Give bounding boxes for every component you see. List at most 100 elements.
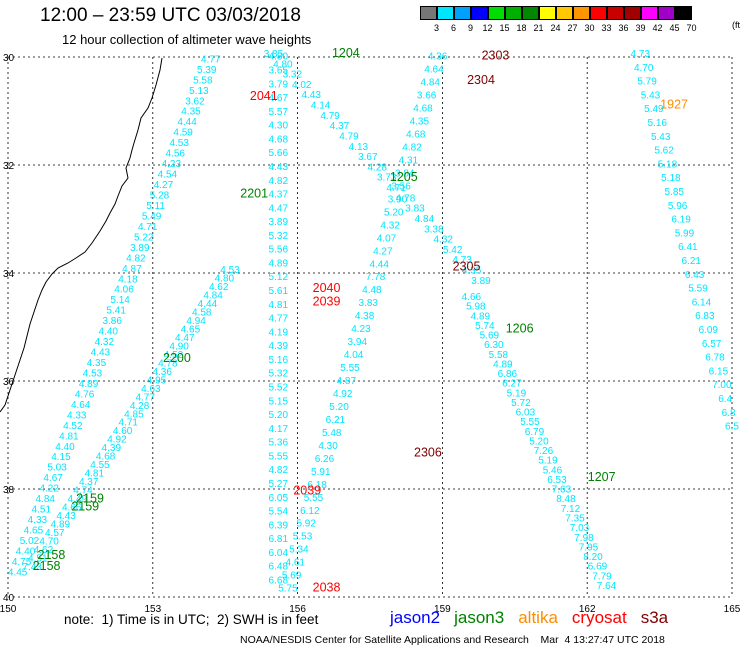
wave-height-value: 4.54 — [158, 170, 178, 181]
pass-time-label: 2304 — [467, 73, 495, 87]
wave-height-value: 5.55 — [269, 451, 289, 462]
wave-height-value: 4.51 — [28, 554, 48, 565]
wave-height-value: 7.79 — [592, 571, 612, 582]
wave-height-value: 5.18 — [661, 173, 681, 184]
color-swatch — [488, 6, 505, 20]
color-swatch — [641, 6, 658, 20]
wave-height-value: 3.86 — [102, 316, 122, 327]
wave-height-value: 5.12 — [269, 272, 289, 283]
wave-height-value: 4.30 — [269, 121, 289, 132]
satellite-legend-jason2: jason2 — [390, 608, 441, 627]
wave-height-value: 5.20 — [384, 207, 404, 218]
wave-height-value: 5.85 — [665, 187, 685, 198]
pass-time-label: 2039 — [313, 294, 341, 308]
wave-height-value: 7.43 — [22, 562, 42, 573]
wave-height-value: 5.56 — [269, 245, 289, 256]
wave-height-value: 4.39 — [102, 443, 122, 454]
wave-height-value: 4.81 — [59, 431, 79, 442]
wave-height-value: 6.27 — [502, 379, 522, 390]
wave-height-value: 7.35 — [565, 513, 585, 524]
pass-time-label: 2040 — [313, 281, 341, 295]
wave-height-value: 3.79 — [269, 79, 289, 90]
color-swatch — [675, 6, 692, 20]
wave-height-value: 3.38 — [424, 224, 444, 235]
wave-height-value: 5.19 — [538, 456, 558, 467]
wave-height-value: 4.40 — [99, 327, 119, 338]
pass-time-labels: 1204 230323041927204122011205230520402039… — [33, 46, 688, 595]
color-scale-label: 18 — [516, 23, 527, 33]
wave-height-value: 3.94 — [348, 337, 368, 348]
wave-height-value: 6.05 — [269, 493, 289, 504]
wave-height-value: 6.4 — [718, 394, 732, 405]
color-swatch — [556, 6, 573, 20]
color-scale-label: 70 — [686, 23, 697, 33]
wave-height-value: 4.35 — [462, 265, 482, 276]
pass-time-label: 1205 — [390, 170, 418, 184]
wave-height-value: 4.75 — [12, 557, 32, 568]
wave-height-value: 5.96 — [668, 201, 688, 212]
wave-height-value: 3.89 — [130, 243, 150, 254]
wave-height-value: 4.87 — [122, 264, 142, 275]
wave-height-value: 5.20 — [329, 402, 349, 413]
wave-height-value: 5.16 — [648, 118, 668, 129]
satellite-legend-cryosat: cryosat — [571, 608, 627, 627]
pass-time-label: 2305 — [453, 259, 481, 273]
wave-height-value: 6.04 — [269, 548, 289, 559]
wave-height-value: 4.74 — [73, 486, 93, 497]
wave-height-value: 4.62 — [34, 545, 54, 556]
wave-height-value: 5.55 — [520, 417, 540, 428]
color-swatch — [590, 6, 607, 20]
wave-height-value: 4.77 — [135, 392, 155, 403]
wave-height-value: 5.15 — [269, 396, 289, 407]
wave-height-value: 4.89 — [471, 311, 491, 322]
wave-height-value: 4.78 — [396, 193, 416, 204]
color-scale-label: 3 — [433, 23, 439, 33]
pass-time-label: 2158 — [38, 548, 66, 562]
australia-coastline — [0, 57, 163, 413]
wave-height-value: 5.92 — [296, 519, 316, 530]
wave-height-value: 4.64 — [424, 65, 444, 76]
wave-height-value: 4.44 — [177, 117, 197, 128]
wave-height-value: 5.61 — [269, 286, 289, 297]
wave-height-value: 4.35 — [87, 358, 107, 369]
wave-height-value: 6.12 — [300, 506, 320, 517]
wave-height-value: 4.62 — [209, 282, 229, 293]
wave-height-value: 5.11 — [146, 201, 165, 212]
wave-height-value: 4.67 — [43, 473, 63, 484]
wave-height-value: 4.36 — [428, 52, 448, 63]
color-scale-label: 15 — [499, 23, 510, 33]
lat-tick-label: 34 — [3, 269, 15, 280]
wave-height-value: 5.32 — [269, 231, 289, 242]
wave-height-value: 4.68 — [269, 134, 289, 145]
satellite-legend-s3a: s3a — [640, 608, 669, 627]
wave-height-value: 5.52 — [269, 383, 289, 394]
wave-height-value: 4.33 — [28, 515, 48, 526]
wave-height-value: 6.78 — [705, 353, 725, 364]
wave-height-value: 4.35 — [181, 107, 201, 118]
page-subtitle: 12 hour collection of altimeter wave hei… — [62, 32, 312, 47]
color-swatch — [522, 6, 539, 20]
wave-height-value: 5.36 — [269, 438, 289, 449]
wave-height-value: 4.43 — [91, 348, 111, 359]
wave-height-value: 6.19 — [671, 215, 691, 226]
wave-height-value: 3.85 — [264, 49, 284, 60]
wave-height-value: 4.07 — [377, 233, 397, 244]
wave-height-value: 6.15 — [709, 366, 729, 377]
wave-height-value: 3.84 — [395, 168, 415, 179]
wave-height-value: 3.83 — [358, 298, 378, 309]
wave-height-value: 6.5 — [725, 422, 739, 433]
wave-height-value: 5.46 — [543, 465, 563, 476]
pass-time-label: 2039 — [293, 483, 321, 497]
wave-height-value: 5.91 — [311, 467, 331, 478]
track-s3a-2303: 4.36 4.64 4.84 3.66 4.68 4.35 4.68 4.824.31 3.84… — [278, 52, 448, 595]
wave-height-value: 6.26 — [315, 454, 335, 465]
wave-height-value: 4.40 — [16, 546, 36, 557]
wave-height-value: 6.79 — [525, 427, 545, 438]
wave-height-value: 4.64 — [71, 400, 91, 411]
color-scale-unit: (ft) — [732, 20, 740, 30]
wave-height-value: 6.81 — [269, 534, 289, 545]
wave-height-value: 4.90 — [169, 341, 189, 352]
wave-height-value: 7.03 — [570, 523, 590, 534]
wave-height-value: 4.52 — [164, 350, 184, 361]
wave-height-value: 5.48 — [322, 428, 342, 439]
